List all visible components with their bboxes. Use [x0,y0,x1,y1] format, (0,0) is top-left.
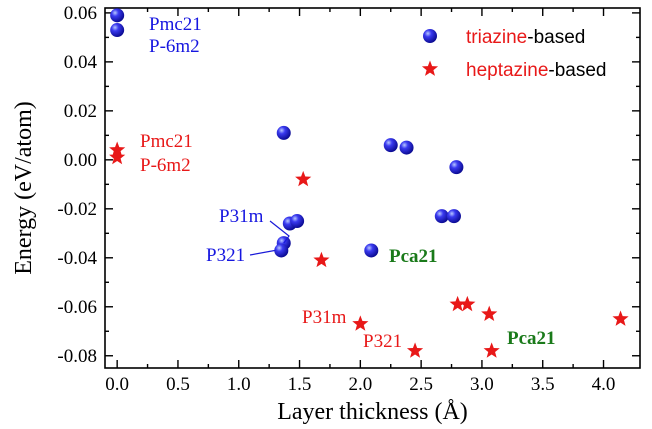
triazine-point [446,209,461,224]
triazine-point [276,125,291,140]
x-tick-label: 2.0 [348,374,372,395]
annotation-leaders [249,220,290,256]
legend-label-highlight: triazine [466,27,527,48]
point-annotation: P31m [302,307,347,328]
heptazine-point [406,342,424,358]
heptazine-point [483,342,500,358]
point-annotation: Pmc21 [140,131,193,152]
data-points [109,8,629,358]
legend-star-marker [421,60,439,76]
x-tick-label: 3.0 [470,374,494,395]
triazine-point [364,243,379,258]
y-tick-label: -0.02 [57,199,97,220]
triazine-point [110,8,125,23]
y-tick-label: -0.06 [57,297,97,318]
x-tick-label: 3.5 [531,374,555,395]
point-annotation: P321 [363,331,402,352]
point-annotation: P31m [219,206,264,227]
y-tick-label: -0.08 [57,346,97,367]
heptazine-point [313,251,330,268]
legend-circle-marker [423,29,437,43]
legend-label-highlight: heptazine [466,60,548,81]
plot-frame [104,7,641,369]
triazine-point [274,243,289,258]
point-annotation: Pca21 [507,328,556,349]
triazine-point [449,160,464,175]
triazine-point [110,23,125,38]
p321-leader [249,249,276,256]
plot-border [104,7,641,369]
legend-label-suffix: -based [527,27,585,48]
axis-tick-labels: 0.0 0.5 1.0 1.5 2.0 2.5 3.0 3.5 4.0 0.06 0.04 0.02 0… [57,3,615,395]
x-tick-label: 0.5 [166,374,190,395]
heptazine-point [295,170,312,187]
axis-ticks [105,8,640,368]
x-axis-title: Layer thickness (Å) [277,399,468,425]
heptazine-point [449,295,466,312]
y-tick-label: 0.00 [64,150,97,171]
p31m-leader [269,220,290,244]
x-tick-label: 1.5 [288,374,312,395]
heptazine-point [612,310,629,326]
y-tick-label: 0.02 [64,101,97,122]
heptazine-point [459,295,476,312]
triazine-point [399,140,414,155]
x-tick-label: 0.0 [105,374,129,395]
legend-label-suffix: -based [548,60,606,81]
y-tick-label: 0.06 [64,3,97,24]
y-axis-title: Energy (eV/atom) [11,101,37,275]
heptazine-point [352,315,369,331]
heptazine-point [109,148,126,165]
point-annotation: P-6m2 [140,155,191,176]
y-tick-label: 0.04 [64,52,98,73]
triazine-point [383,138,398,153]
triazine-point [434,209,449,224]
legend-label: triazine-based [466,27,585,48]
point-annotation: Pca21 [389,246,438,267]
heptazine-point [481,305,498,321]
legend-label: heptazine-based [466,60,607,81]
x-tick-label: 2.5 [409,374,433,395]
y-tick-label: -0.04 [57,248,97,269]
point-annotation: P-6m2 [149,36,200,57]
point-annotation: Pmc21 [149,14,202,35]
triazine-point [290,214,305,229]
x-tick-label: 1.0 [227,374,251,395]
x-tick-label: 4.0 [592,374,616,395]
point-annotation: P321 [206,245,245,266]
